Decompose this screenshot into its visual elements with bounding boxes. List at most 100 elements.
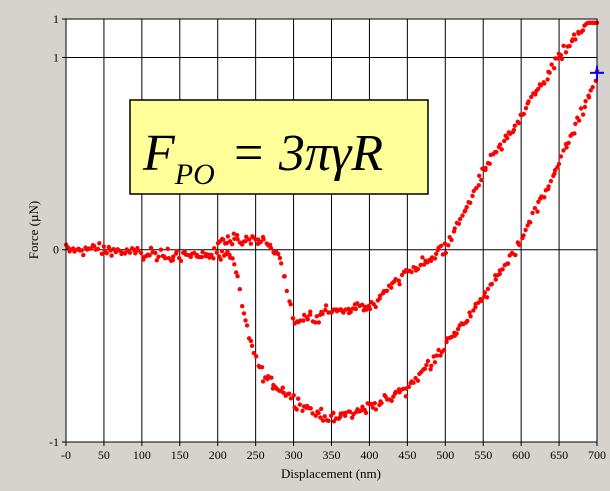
data-point [555, 56, 560, 61]
data-point [512, 123, 517, 128]
data-point [122, 251, 128, 256]
data-point [590, 85, 595, 90]
data-point [347, 409, 353, 414]
data-point [389, 285, 394, 290]
data-point [452, 226, 457, 231]
data-point [81, 252, 86, 258]
data-point [171, 254, 176, 259]
data-point [559, 56, 565, 62]
formula-subscript: PO [174, 158, 215, 191]
data-point [547, 70, 552, 75]
data-point [517, 242, 522, 248]
data-point [322, 414, 327, 419]
x-tick-label: 400 [360, 448, 378, 462]
data-point [148, 245, 154, 250]
data-point [561, 43, 566, 48]
data-point [326, 418, 331, 423]
data-point [583, 99, 588, 104]
data-point [521, 233, 526, 238]
data-point [536, 86, 541, 92]
data-point [258, 239, 263, 245]
data-point [415, 378, 421, 383]
data-point [573, 121, 578, 127]
data-point [502, 138, 507, 144]
data-point [483, 167, 488, 173]
data-point [580, 28, 586, 33]
data-point [178, 258, 184, 264]
data-point [505, 136, 510, 141]
data-point [106, 244, 112, 250]
data-point [449, 237, 454, 243]
data-point [235, 274, 240, 279]
data-point [319, 406, 324, 412]
data-point [497, 142, 503, 147]
data-point [494, 149, 499, 155]
x-tick-label: 200 [209, 448, 227, 462]
data-point [460, 213, 465, 218]
data-point [556, 161, 562, 167]
data-point [487, 161, 492, 166]
data-point [566, 140, 571, 146]
data-point [135, 248, 141, 253]
data-point [548, 178, 554, 184]
data-point [235, 237, 240, 242]
data-point [446, 243, 451, 248]
data-point [457, 216, 463, 222]
x-tick-label: 550 [474, 448, 492, 462]
data-point [147, 253, 152, 258]
data-point [563, 50, 569, 55]
data-point [463, 208, 468, 213]
data-point [279, 261, 284, 266]
data-point [429, 363, 434, 368]
data-point [493, 277, 498, 282]
data-point [389, 398, 394, 403]
data-point [500, 267, 505, 272]
data-point [214, 250, 219, 255]
data-point [231, 231, 236, 236]
data-point [545, 77, 550, 82]
x-axis-ticks: -0 50 100 150 200 250 300 350 400 450 500 550 600 650… [61, 442, 606, 462]
grid-lines [66, 19, 597, 442]
data-point [552, 66, 557, 71]
data-point [474, 186, 479, 191]
data-point [234, 233, 240, 238]
data-point [297, 402, 303, 407]
data-point [221, 237, 226, 242]
data-point [290, 316, 296, 321]
data-point [471, 308, 476, 313]
data-point [479, 298, 484, 304]
data-point [251, 350, 256, 356]
data-point [403, 394, 409, 399]
data-point [320, 311, 325, 316]
data-point [511, 127, 517, 133]
data-point [546, 184, 551, 189]
data-point [476, 183, 481, 188]
data-point [156, 254, 161, 259]
data-point [576, 118, 582, 123]
data-point [364, 307, 369, 312]
data-point [308, 406, 313, 411]
data-point [358, 408, 364, 413]
data-point [316, 410, 321, 416]
data-point [243, 239, 248, 244]
data-point [409, 269, 414, 275]
data-point [485, 286, 491, 292]
data-point [479, 177, 484, 183]
data-point [199, 254, 204, 260]
data-point [331, 410, 336, 416]
x-tick-label: 450 [398, 448, 416, 462]
data-point [406, 384, 411, 390]
data-point [131, 247, 137, 252]
x-tick-label: -0 [61, 448, 71, 462]
data-point [377, 293, 383, 298]
data-point [158, 247, 164, 252]
data-point [369, 401, 374, 407]
data-point [248, 241, 254, 246]
data-point [269, 375, 274, 380]
data-point [526, 99, 531, 104]
data-point [360, 404, 365, 409]
x-tick-label: 700 [588, 448, 606, 462]
data-point [232, 262, 237, 267]
data-point [301, 318, 306, 323]
